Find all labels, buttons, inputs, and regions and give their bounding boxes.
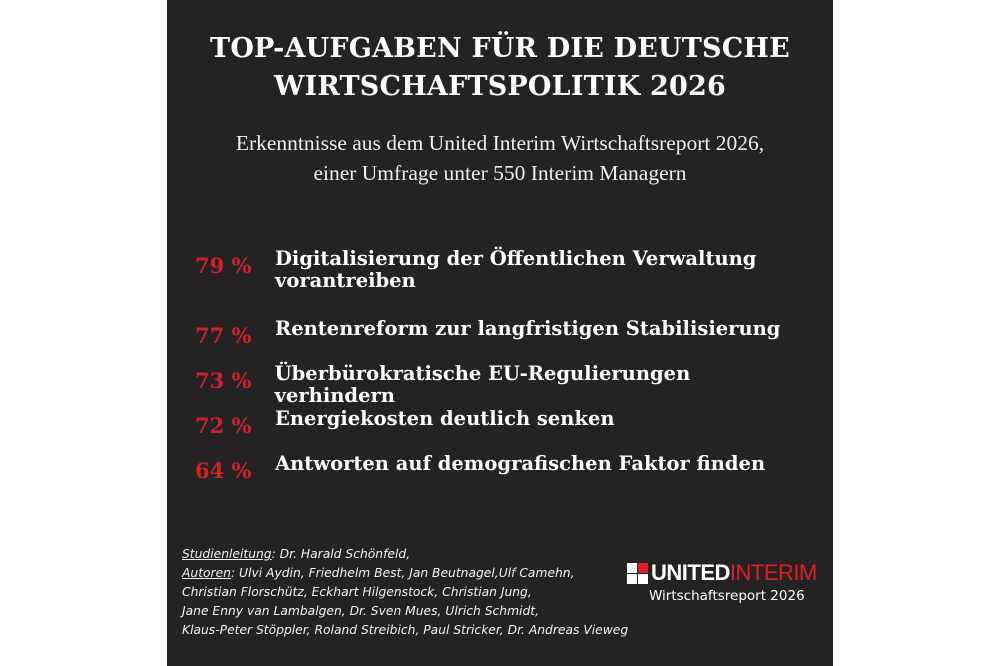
authors-line: Christian Florschütz, Eckhart Hilgenstoc… (182, 585, 532, 599)
item-percent: 77 % (195, 323, 252, 348)
item-percent: 64 % (195, 458, 252, 483)
infographic-panel: TOP-AUFGABEN FÜR DIE DEUTSCHE WIRTSCHAFT… (167, 0, 833, 666)
study-lead-value: : Dr. Harald Schönfeld, (271, 547, 411, 561)
item-percent: 79 % (195, 253, 252, 278)
subtitle-line-1: Erkenntnisse aus dem United Interim Wirt… (235, 131, 765, 155)
subtitle: Erkenntnisse aus dem United Interim Wirt… (167, 128, 833, 188)
item-label: Rentenreform zur langfristigen Stabilisi… (275, 317, 781, 340)
logo-squares-icon (627, 562, 648, 584)
item-label: Energiekosten deutlich senken (275, 407, 615, 430)
subtitle-line-2: einer Umfrage unter 550 Interim Managern (313, 161, 687, 185)
item-label-line: vorantreiben (275, 269, 416, 292)
authors-line: Jane Enny van Lambalgen, Dr. Sven Mues, … (182, 604, 539, 618)
list-item: 79 % Digitalisierung der Öffentlichen Ve… (195, 248, 815, 318)
study-lead-label: Studienleitung (182, 547, 272, 561)
logo-interim: INTERIM (729, 560, 817, 585)
title-line-1: TOP-AUFGABEN FÜR DIE DEUTSCHE (210, 33, 790, 64)
ranking-list: 79 % Digitalisierung der Öffentlichen Ve… (195, 248, 815, 498)
study-lead: Studienleitung: Dr. Harald Schönfeld, (182, 545, 628, 564)
item-label: Antworten auf demografischen Faktor find… (275, 452, 766, 475)
list-item: 72 % Energiekosten deutlich senken (195, 408, 815, 453)
list-item: 64 % Antworten auf demografischen Faktor… (195, 453, 815, 498)
list-item: 77 % Rentenreform zur langfristigen Stab… (195, 318, 815, 363)
authors: Autoren: Ulvi Aydin, Friedhelm Best, Jan… (182, 564, 628, 583)
item-label: Digitalisierung der Öffentlichen Verwalt… (275, 248, 756, 292)
item-percent: 73 % (195, 368, 252, 393)
credits: Studienleitung: Dr. Harald Schönfeld, Au… (182, 545, 628, 640)
logo-wordmark: UNITEDINTERIM (651, 562, 817, 584)
logo-united: UNITED (651, 560, 730, 585)
authors-line: Klaus-Peter Stöppler, Roland Streibich, … (182, 623, 629, 637)
authors-line: : Ulvi Aydin, Friedhelm Best, Jan Beutna… (230, 566, 575, 580)
united-interim-logo: UNITEDINTERIM Wirtschaftsreport 2026 (627, 562, 817, 604)
title-line-2: WIRTSCHAFTSPOLITIK 2026 (274, 71, 726, 102)
authors-label: Autoren (182, 566, 231, 580)
item-label: Überbürokratische EU-Regulierungen verhi… (274, 362, 691, 407)
logo-report-label: Wirtschaftsreport 2026 (649, 588, 805, 604)
item-percent: 72 % (195, 413, 252, 438)
item-label-line: Digitalisierung der Öffentlichen Verwalt… (275, 247, 757, 270)
list-item: 73 % Überbürokratische EU-Regulierungen … (195, 363, 815, 408)
page-title: TOP-AUFGABEN FÜR DIE DEUTSCHE WIRTSCHAFT… (167, 30, 833, 106)
